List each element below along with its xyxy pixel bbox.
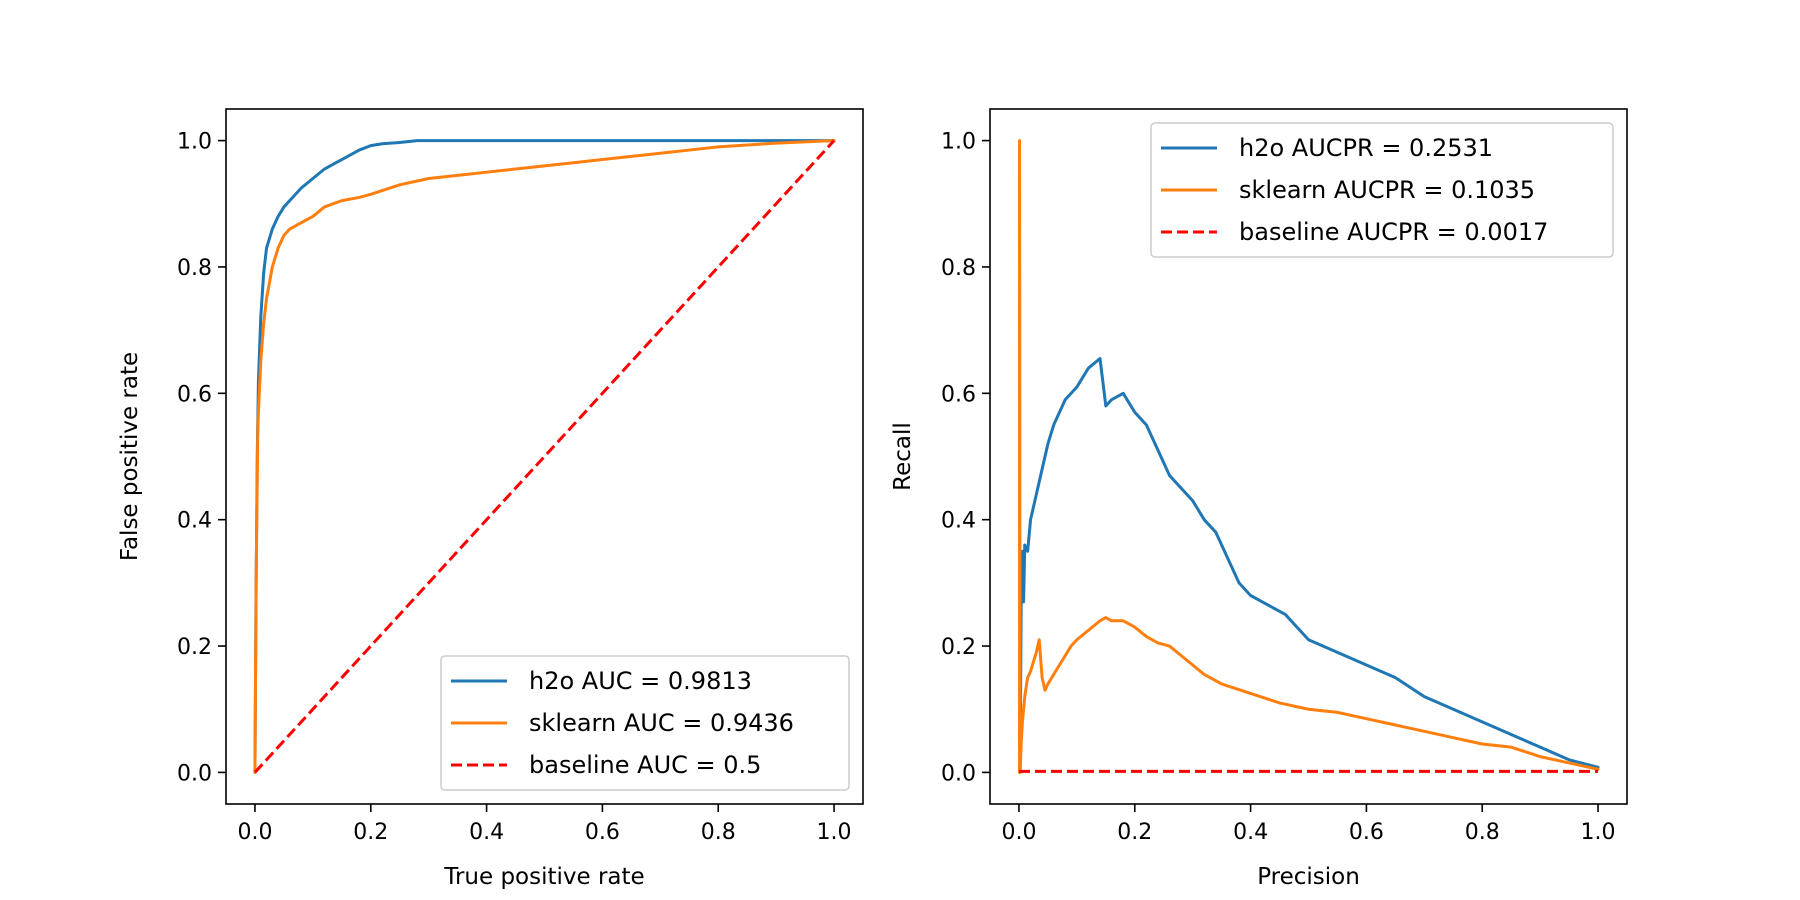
x-tick-label: 0.6 xyxy=(585,820,620,845)
legend-entry: sklearn AUCPR = 0.1035 xyxy=(1239,176,1535,204)
y-tick-label: 0.6 xyxy=(941,382,976,407)
y-tick-label: 0.2 xyxy=(177,635,212,660)
legend-entry: h2o AUCPR = 0.2531 xyxy=(1239,134,1493,162)
legend: h2o AUC = 0.9813 sklearn AUC = 0.9436 base… xyxy=(440,655,850,791)
axes-frame xyxy=(225,108,864,805)
x-axis-label: Precision xyxy=(1257,864,1360,890)
y-axis-label: Recall xyxy=(890,422,916,491)
y-tick-label: 0.8 xyxy=(941,256,976,281)
x-axis-label: True positive rate xyxy=(443,864,644,890)
y-tick-label: 0.0 xyxy=(177,761,212,786)
x-tick-label: 0.0 xyxy=(237,820,272,845)
y-axis-label: False positive rate xyxy=(117,352,143,561)
x-tick-label: 0.4 xyxy=(469,820,504,845)
series-line-1 xyxy=(1018,139,1600,774)
y-tick-label: 0.2 xyxy=(941,635,976,660)
x-tick-label: 0.6 xyxy=(1349,820,1384,845)
x-tick-label: 0.2 xyxy=(1117,820,1152,845)
legend-entry: baseline AUCPR = 0.0017 xyxy=(1239,218,1548,246)
series-line-0 xyxy=(1018,357,1600,774)
legend-entry: baseline AUC = 0.5 xyxy=(529,751,761,779)
x-tick-label: 0.4 xyxy=(1233,820,1268,845)
y-tick-label: 0.0 xyxy=(941,761,976,786)
x-tick-label: 1.0 xyxy=(1581,820,1616,845)
axes-frame xyxy=(989,108,1628,805)
x-tick-label: 0.0 xyxy=(1001,820,1036,845)
legend: h2o AUCPR = 0.2531 sklearn AUCPR = 0.1035… xyxy=(1150,122,1614,258)
y-tick-label: 0.8 xyxy=(177,256,212,281)
y-tick-label: 1.0 xyxy=(177,130,212,155)
legend-entry: sklearn AUC = 0.9436 xyxy=(529,709,794,737)
series-line-0 xyxy=(253,139,836,774)
x-tick-label: 0.8 xyxy=(1465,820,1500,845)
y-tick-label: 0.4 xyxy=(941,509,976,534)
y-tick-label: 1.0 xyxy=(941,130,976,155)
roc-chart: 0.0 0.2 0.4 0.6 0.8 1.0 0.0 0.2 0.4 0.6 0.8 1.0 True… xyxy=(117,108,864,890)
y-tick-label: 0.4 xyxy=(177,509,212,534)
x-tick-label: 1.0 xyxy=(817,820,852,845)
y-tick-label: 0.6 xyxy=(177,382,212,407)
series-line-2 xyxy=(253,139,836,774)
x-tick-label: 0.2 xyxy=(353,820,388,845)
legend-box xyxy=(440,655,850,791)
pr-chart: 0.0 0.2 0.4 0.6 0.8 1.0 0.0 0.2 0.4 0.6 0.8 1.0 Prec… xyxy=(890,108,1628,890)
x-tick-label: 0.8 xyxy=(701,820,736,845)
legend-entry: h2o AUC = 0.9813 xyxy=(529,667,752,695)
legend-box xyxy=(1150,122,1614,258)
series-line-1 xyxy=(253,139,836,774)
